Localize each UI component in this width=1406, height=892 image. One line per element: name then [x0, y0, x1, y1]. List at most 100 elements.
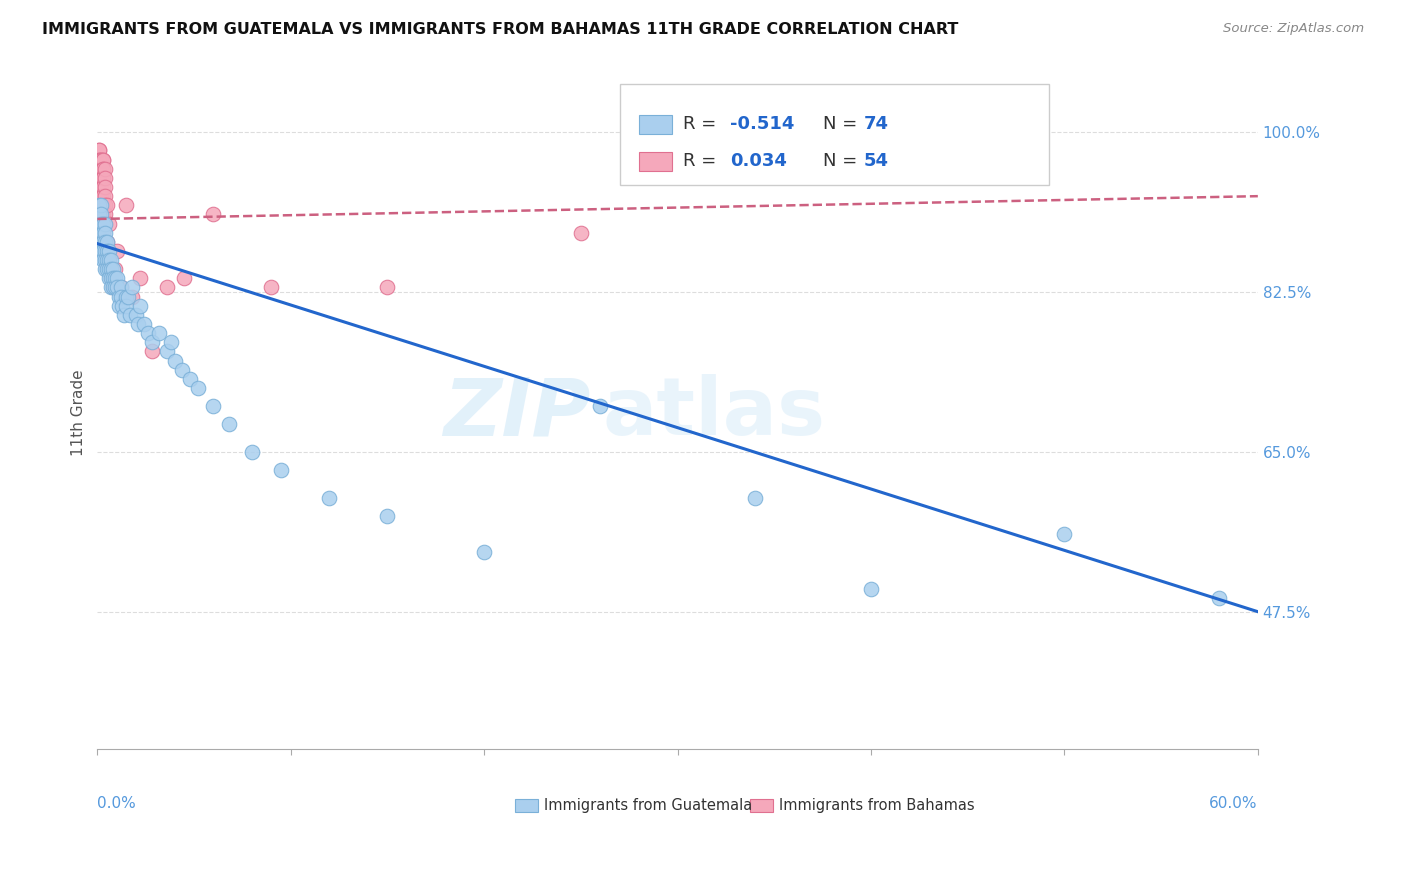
- Point: [89, 207, 111, 221]
- FancyBboxPatch shape: [620, 84, 1049, 185]
- Point: [160, 335, 183, 350]
- Point: [589, 399, 612, 413]
- Point: [89, 161, 111, 176]
- Point: [100, 253, 122, 268]
- Point: [94, 217, 117, 231]
- Point: [94, 244, 117, 258]
- Point: [94, 207, 117, 221]
- Point: [104, 280, 127, 294]
- Point: [187, 381, 209, 395]
- Point: [91, 189, 114, 203]
- Point: [115, 198, 138, 212]
- Point: [91, 226, 114, 240]
- Point: [91, 153, 114, 167]
- Text: 54: 54: [863, 153, 889, 170]
- Point: [121, 290, 143, 304]
- Text: Immigrants from Bahamas: Immigrants from Bahamas: [779, 798, 974, 814]
- Point: [94, 198, 117, 212]
- Text: atlas: atlas: [602, 374, 825, 452]
- Point: [104, 262, 127, 277]
- Point: [240, 445, 263, 459]
- Point: [91, 226, 114, 240]
- Point: [90, 180, 112, 194]
- Text: 0.0%: 0.0%: [97, 796, 136, 811]
- Text: Immigrants from Guatemala: Immigrants from Guatemala: [544, 798, 752, 814]
- Point: [260, 280, 283, 294]
- Point: [105, 271, 128, 285]
- Text: 74: 74: [863, 115, 889, 134]
- Point: [89, 198, 111, 212]
- Point: [179, 372, 201, 386]
- Point: [96, 235, 118, 249]
- Text: IMMIGRANTS FROM GUATEMALA VS IMMIGRANTS FROM BAHAMAS 11TH GRADE CORRELATION CHAR: IMMIGRANTS FROM GUATEMALA VS IMMIGRANTS …: [42, 22, 959, 37]
- Point: [107, 290, 129, 304]
- Point: [100, 280, 122, 294]
- Point: [90, 161, 112, 176]
- Point: [94, 235, 117, 249]
- Point: [132, 317, 155, 331]
- Point: [90, 235, 112, 249]
- Point: [218, 417, 240, 432]
- Point: [89, 144, 111, 158]
- Point: [91, 161, 114, 176]
- Point: [97, 271, 120, 285]
- Point: [101, 280, 124, 294]
- Point: [173, 271, 195, 285]
- Point: [129, 299, 152, 313]
- Point: [91, 170, 114, 185]
- Point: [202, 399, 225, 413]
- Point: [96, 262, 118, 277]
- Text: -0.514: -0.514: [730, 115, 794, 134]
- FancyBboxPatch shape: [515, 799, 538, 813]
- Point: [377, 508, 399, 523]
- Y-axis label: 11th Grade: 11th Grade: [72, 370, 86, 457]
- Text: 0.034: 0.034: [730, 153, 787, 170]
- Point: [569, 226, 592, 240]
- Point: [163, 353, 186, 368]
- Point: [127, 317, 149, 331]
- Point: [101, 271, 124, 285]
- Point: [1053, 527, 1076, 541]
- Text: N =: N =: [823, 153, 863, 170]
- FancyBboxPatch shape: [640, 152, 672, 170]
- Point: [121, 280, 143, 294]
- Point: [859, 582, 882, 596]
- Text: R =: R =: [683, 153, 723, 170]
- Point: [136, 326, 159, 340]
- Point: [91, 253, 114, 268]
- Point: [89, 153, 111, 167]
- Point: [91, 170, 114, 185]
- Point: [377, 280, 399, 294]
- Point: [148, 326, 170, 340]
- Point: [115, 299, 138, 313]
- Point: [111, 299, 134, 313]
- Point: [91, 207, 114, 221]
- Point: [90, 217, 112, 231]
- Point: [89, 144, 111, 158]
- Point: [94, 262, 117, 277]
- Point: [91, 198, 114, 212]
- Point: [141, 344, 163, 359]
- Point: [91, 217, 114, 231]
- Point: [96, 244, 118, 258]
- Point: [97, 253, 120, 268]
- Point: [107, 299, 129, 313]
- Point: [101, 262, 124, 277]
- Point: [90, 189, 112, 203]
- Point: [115, 290, 138, 304]
- Point: [90, 153, 112, 167]
- Point: [97, 217, 120, 231]
- Text: ZIP: ZIP: [443, 374, 591, 452]
- Point: [94, 253, 117, 268]
- Point: [94, 170, 117, 185]
- Point: [91, 217, 114, 231]
- Point: [270, 463, 292, 477]
- FancyBboxPatch shape: [640, 115, 672, 134]
- Point: [89, 170, 111, 185]
- Point: [91, 244, 114, 258]
- Point: [94, 180, 117, 194]
- Point: [120, 308, 142, 322]
- Point: [156, 280, 179, 294]
- Point: [89, 153, 111, 167]
- Point: [100, 271, 122, 285]
